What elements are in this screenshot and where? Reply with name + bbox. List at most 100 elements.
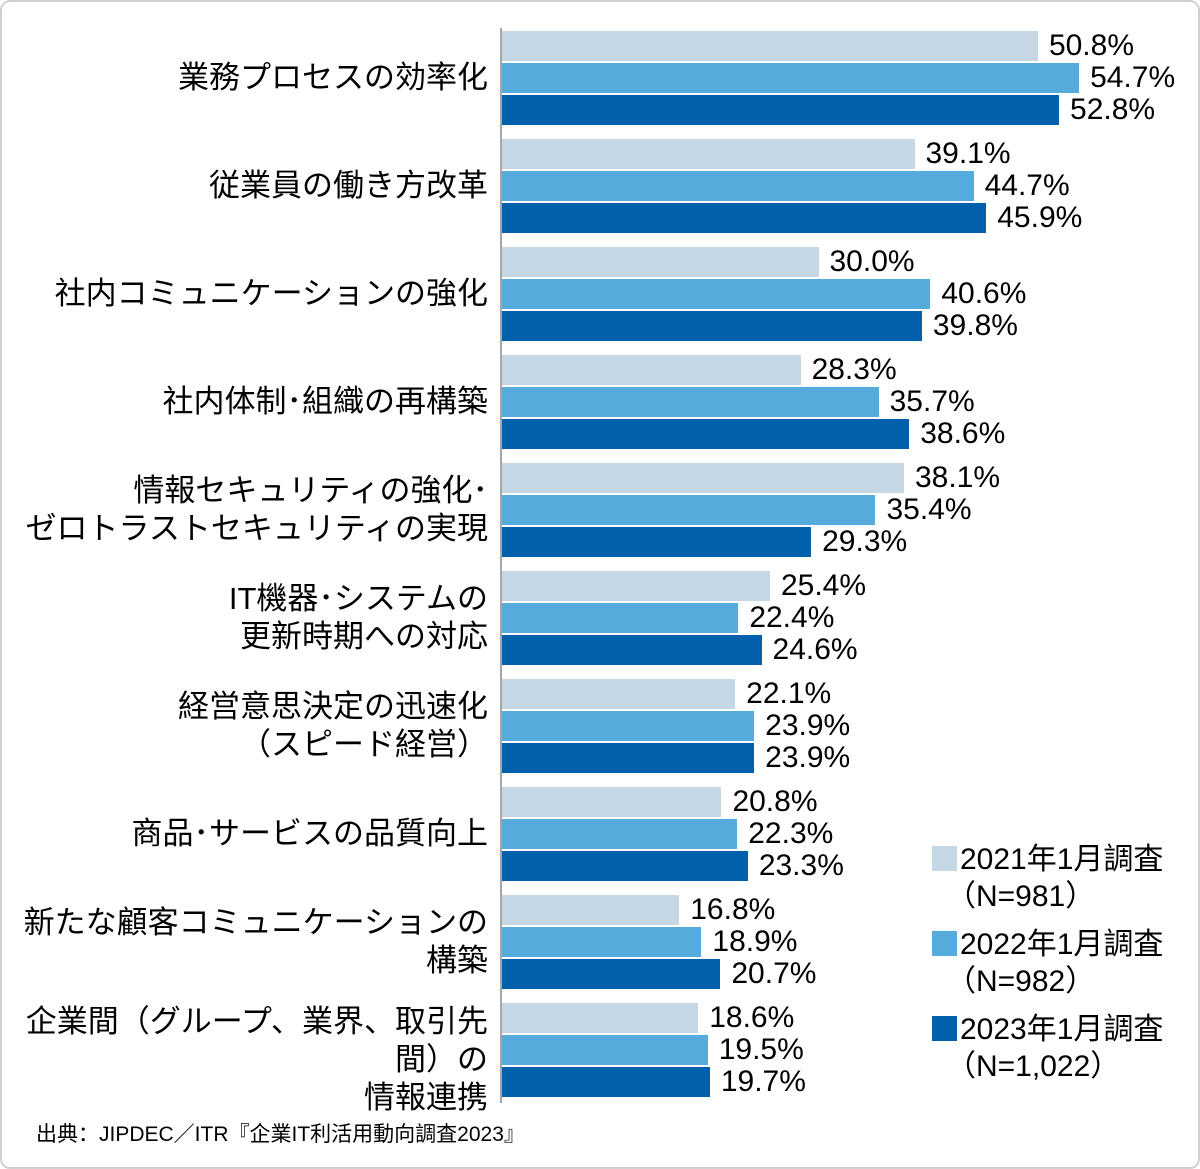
- bar-group: 業務プロセスの効率化 50.8% 54.7% 52.8%: [2, 31, 1198, 125]
- bar-value-label: 54.7%: [1090, 61, 1176, 94]
- bar-row: 24.6%: [502, 635, 1198, 665]
- bar: [502, 463, 904, 493]
- bar: [502, 31, 1038, 61]
- bar-row: 44.7%: [502, 171, 1198, 201]
- bar-row: 22.3%: [502, 819, 1198, 849]
- bar-value-label: 39.8%: [932, 309, 1018, 342]
- bar-value-label: 18.6%: [709, 1001, 795, 1034]
- bar-value-label: 19.5%: [718, 1033, 804, 1066]
- bar-value-label: 29.3%: [822, 525, 908, 558]
- bar: [502, 63, 1080, 93]
- bar: [502, 571, 770, 601]
- bar: [502, 787, 722, 817]
- legend-swatch-2021: [932, 846, 957, 871]
- bar-value-label: 30.0%: [829, 245, 915, 278]
- bar: [502, 679, 736, 709]
- bar-row: 19.7%: [502, 1067, 1198, 1097]
- bar-row: 50.8%: [502, 31, 1198, 61]
- category-label: 経営意思決定の迅速化 （スピード経営）: [178, 689, 488, 762]
- bar-row: 38.1%: [502, 463, 1198, 493]
- bar-row: 28.3%: [502, 355, 1198, 385]
- legend: 2021年1月調査 （N=981） 2022年1月調査 （N=982） 2023年1…: [932, 841, 1192, 1096]
- category-label: 業務プロセスの効率化: [178, 60, 488, 95]
- bar-set: 18.6% 19.5% 19.7%: [502, 1003, 1198, 1117]
- bar-row: 45.9%: [502, 203, 1198, 233]
- bar-value-label: 44.7%: [984, 169, 1070, 202]
- bar: [502, 819, 738, 849]
- bar: [502, 279, 931, 309]
- bar-value-label: 25.4%: [780, 569, 867, 602]
- bar: [502, 95, 1060, 125]
- bar-value-label: 40.6%: [941, 277, 1027, 310]
- bar-row: 38.6%: [502, 419, 1198, 449]
- bar-row: 35.7%: [502, 387, 1198, 417]
- legend-swatch-2023: [932, 1016, 957, 1041]
- bar: [502, 603, 739, 633]
- legend-label-line1: 2021年1月調査: [960, 843, 1164, 876]
- bar-value-label: 19.7%: [720, 1065, 806, 1098]
- legend-item: 2021年1月調査 （N=981）: [932, 841, 1192, 915]
- bar: [502, 311, 922, 341]
- bar: [502, 495, 876, 525]
- bar: [502, 419, 910, 449]
- category-label: 社内体制･組織の再構築: [162, 384, 489, 419]
- bar-value-label: 50.8%: [1048, 29, 1135, 62]
- bar: [502, 171, 974, 201]
- bar-row: 20.7%: [502, 959, 1198, 989]
- chart-area: 業務プロセスの効率化 50.8% 54.7% 52.8% 従業員の働き方改革 39.1% 4…: [2, 2, 1198, 1117]
- bar-set: 20.8% 22.3% 23.3%: [502, 787, 1198, 881]
- bar-row: 19.5%: [502, 1035, 1198, 1065]
- bar-row: 39.8%: [502, 311, 1198, 341]
- legend-label-line2: （N=982）: [946, 965, 1096, 998]
- bar-set: 30.0% 40.6% 39.8%: [502, 247, 1198, 341]
- bar: [502, 355, 801, 385]
- bar-group: 企業間（グループ、業界、取引先間）の 情報連携 18.6% 19.5% 19.7%: [2, 1003, 1198, 1117]
- bar-row: 18.9%: [502, 927, 1198, 957]
- category-axis-line: [500, 28, 502, 1103]
- bar-value-label: 35.4%: [886, 493, 972, 526]
- bar-value-label: 22.4%: [749, 601, 835, 634]
- bar-value-label: 35.7%: [889, 385, 975, 418]
- bar: [502, 1003, 699, 1033]
- bar: [502, 139, 915, 169]
- bar-group: IT機器･システムの 更新時期への対応 25.4% 22.4% 24.6%: [2, 571, 1198, 665]
- bar: [502, 1035, 708, 1065]
- category-label: 新たな顧客コミュニケーションの構築: [23, 905, 488, 978]
- bar-row: 25.4%: [502, 571, 1198, 601]
- legend-item: 2023年1月調査 （N=1,022）: [932, 1011, 1192, 1085]
- bar-row: 52.8%: [502, 95, 1198, 125]
- source-note: 出典：JIPDEC／ITR『企業IT利活用動向調査2023』: [36, 1123, 525, 1146]
- bar-set: 22.1% 23.9% 23.9%: [502, 679, 1198, 773]
- bar-row: 29.3%: [502, 527, 1198, 557]
- legend-item: 2022年1月調査 （N=982）: [932, 926, 1192, 1000]
- bar-row: 23.9%: [502, 743, 1198, 773]
- bar-value-label: 23.3%: [758, 849, 844, 882]
- legend-label-line1: 2023年1月調査: [960, 1013, 1164, 1046]
- bar-value-label: 28.3%: [811, 353, 897, 386]
- bar-row: 23.3%: [502, 851, 1198, 881]
- bar-group: 社内体制･組織の再構築 28.3% 35.7% 38.6%: [2, 355, 1198, 449]
- bar-set: 39.1% 44.7% 45.9%: [502, 139, 1198, 233]
- category-label: 企業間（グループ、業界、取引先間）の 情報連携: [25, 1004, 488, 1115]
- bar: [502, 203, 987, 233]
- bar-groups: 業務プロセスの効率化 50.8% 54.7% 52.8% 従業員の働き方改革 39.1% 4…: [2, 31, 1198, 1117]
- bar: [502, 743, 755, 773]
- bar-value-label: 20.7%: [731, 957, 817, 990]
- category-label: 従業員の働き方改革: [209, 168, 488, 203]
- bar-value-label: 39.1%: [925, 137, 1011, 170]
- category-label: IT機器･システムの 更新時期への対応: [228, 581, 488, 654]
- bar-value-label: 45.9%: [997, 201, 1083, 234]
- bar-value-label: 20.8%: [732, 785, 818, 818]
- bar-group: 従業員の働き方改革 39.1% 44.7% 45.9%: [2, 139, 1198, 233]
- bar: [502, 247, 819, 277]
- bar: [502, 387, 879, 417]
- bar: [502, 711, 755, 741]
- legend-label: 2023年1月調査 （N=1,022）: [946, 1011, 1164, 1085]
- bar-value-label: 18.9%: [712, 925, 798, 958]
- bar-set: 28.3% 35.7% 38.6%: [502, 355, 1198, 449]
- bar-value-label: 52.8%: [1070, 93, 1156, 126]
- bar-row: 35.4%: [502, 495, 1198, 525]
- legend-label: 2021年1月調査 （N=981）: [946, 841, 1164, 915]
- bar-value-label: 24.6%: [772, 633, 858, 666]
